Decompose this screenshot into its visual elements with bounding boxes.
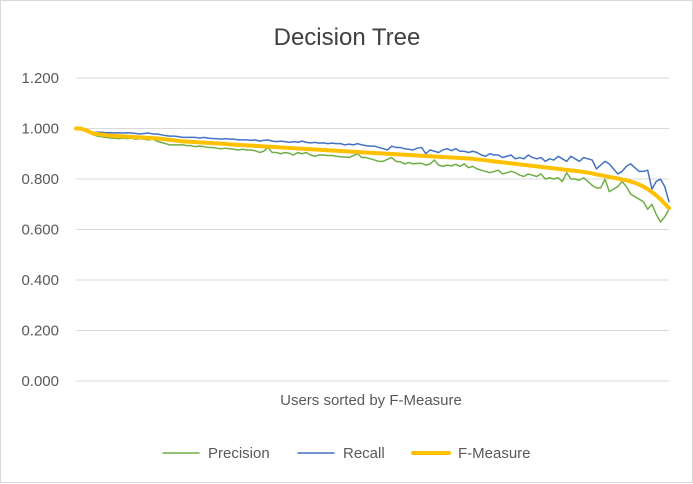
series-line-recall bbox=[75, 127, 670, 203]
legend-label: Recall bbox=[343, 445, 385, 462]
chart-title: Decision Tree bbox=[274, 24, 421, 51]
series-lines bbox=[74, 126, 671, 223]
legend-item-precision: Precision bbox=[162, 445, 270, 462]
legend-item-f-measure: F-Measure bbox=[411, 445, 531, 462]
legend-item-recall: Recall bbox=[297, 445, 385, 462]
y-tick-label: 0.600 bbox=[21, 222, 59, 239]
y-tick-label: 0.000 bbox=[21, 373, 59, 390]
y-tick-label: 1.200 bbox=[21, 70, 59, 87]
legend-label: Precision bbox=[208, 445, 270, 462]
series-line-precision bbox=[75, 127, 670, 223]
y-tick-label: 0.400 bbox=[21, 272, 59, 289]
legend: Precision Recall F-Measure bbox=[162, 445, 531, 462]
y-tick-label: 0.800 bbox=[21, 171, 59, 188]
y-tick-label: 1.000 bbox=[21, 121, 59, 138]
y-tick-label: 0.200 bbox=[21, 323, 59, 340]
series-line-f-measure bbox=[74, 126, 671, 211]
gridlines bbox=[76, 77, 669, 331]
legend-label: F-Measure bbox=[458, 445, 531, 462]
y-axis-tick-labels: 0.000 0.200 0.400 0.600 0.800 1.000 1.200 bbox=[21, 70, 59, 390]
x-axis-label: Users sorted by F-Measure bbox=[280, 392, 462, 409]
